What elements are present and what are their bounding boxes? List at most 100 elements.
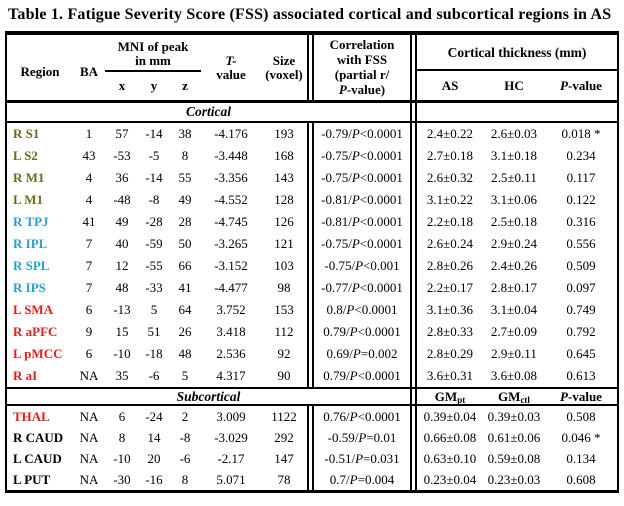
cell-z: 2 [181, 409, 189, 424]
xyz-header-row: x y z [105, 72, 201, 100]
col-header-gm-ctl: GMctl [498, 389, 530, 405]
col-header-z: z [182, 78, 188, 93]
vertical-divider [410, 211, 417, 233]
col-header-as: AS [441, 77, 459, 93]
region-name: THAL [13, 409, 50, 424]
vertical-divider [410, 365, 417, 387]
cell-ba: NA [79, 430, 99, 445]
table-row: L SMA 6 -13 5 64 3.752 153 0.8/P<0.0001 3.1±0.36… [7, 299, 617, 321]
cell-ba: NA [79, 409, 99, 424]
vertical-divider [410, 448, 417, 469]
cell-correlation: 0.76/P<0.0001 [323, 409, 401, 424]
cell-t: -4.176 [214, 126, 248, 141]
cell-as: 3.1±0.36 [426, 302, 474, 317]
table-row: R aPFC 9 15 51 26 3.418 112 0.79/P<0.0001 2.8±0.… [7, 321, 617, 343]
cell-x: 12 [115, 258, 129, 273]
vertical-divider [410, 123, 417, 145]
region-name: L S2 [13, 148, 38, 163]
cell-t: -3.029 [214, 430, 248, 445]
thickness-title: Cortical thickness (mm) [417, 35, 617, 71]
col-header-tvalue: T- value [216, 52, 246, 82]
cell-correlation: -0.77/P<0.0001 [321, 280, 403, 295]
cell-as: 2.6±0.32 [426, 170, 474, 185]
cell-y: -14 [145, 126, 163, 141]
col-header-gm-pvalue: P-value [560, 389, 602, 404]
vertical-divider [307, 255, 314, 277]
cell-y: -18 [145, 346, 163, 361]
cell-size: 153 [274, 302, 294, 317]
cell-t: -4.745 [214, 214, 248, 229]
cell-size: 126 [274, 214, 294, 229]
cell-t: -3.448 [214, 148, 248, 163]
section-header-cortical: Cortical [7, 103, 617, 121]
vertical-divider [307, 427, 314, 448]
cell-size: 90 [277, 368, 291, 383]
cell-correlation: -0.75/P<0.0001 [321, 170, 403, 185]
cell-correlation: -0.79/P<0.0001 [321, 126, 403, 141]
col-header-x: x [118, 78, 126, 93]
table-row: R S1 1 57 -14 38 -4.176 193 -0.79/P<0.0001 2.4±0… [7, 123, 617, 145]
vertical-divider [410, 145, 417, 167]
col-header-thickness: Cortical thickness (mm) AS HC P-value [417, 35, 617, 100]
region-name: L SMA [13, 302, 54, 317]
cell-as: 2.2±0.17 [426, 280, 474, 295]
cell-z: 48 [178, 346, 192, 361]
cell-p: 0.122 [566, 192, 596, 207]
table-row: L M1 4 -48 -8 49 -4.552 128 -0.81/P<0.0001 3.1±0… [7, 189, 617, 211]
cell-as: 0.39±0.04 [423, 409, 477, 424]
cell-hc: 2.8±0.17 [490, 280, 538, 295]
cell-x: 6 [118, 409, 126, 424]
vertical-divider [410, 189, 417, 211]
cell-ba: 4 [85, 192, 93, 207]
cell-x: -53 [113, 148, 131, 163]
vertical-divider [410, 299, 417, 321]
cell-size: 128 [274, 192, 294, 207]
region-name: R IPS [13, 280, 46, 295]
vertical-divider [307, 365, 314, 387]
cell-p: 0.509 [566, 258, 596, 273]
cell-t: -4.552 [214, 192, 248, 207]
cell-x: 15 [115, 324, 129, 339]
cell-z: -8 [179, 430, 191, 445]
cell-p: 0.134 [566, 451, 596, 466]
vertical-divider [307, 167, 314, 189]
region-name: L CAUD [13, 451, 62, 466]
table-row: R aI NA 35 -6 5 4.317 90 0.79/P<0.0001 3.6±0.31 3… [7, 365, 617, 387]
cell-ba: NA [79, 472, 99, 487]
vertical-divider [410, 406, 417, 427]
cell-correlation: 0.79/P<0.0001 [323, 324, 401, 339]
cell-x: -10 [113, 451, 131, 466]
cell-size: 1122 [271, 409, 297, 424]
cell-p: 0.316 [566, 214, 596, 229]
horizontal-rule [7, 121, 617, 123]
cell-ba: 7 [85, 280, 93, 295]
cell-z: 38 [178, 126, 192, 141]
col-header-size: Size (voxel) [265, 52, 303, 82]
cell-y: 14 [147, 430, 161, 445]
cell-correlation: -0.75/P<0.001 [324, 258, 400, 273]
vertical-divider [307, 211, 314, 233]
vertical-divider [410, 277, 417, 299]
mni-underline [105, 70, 201, 72]
region-name: L PUT [13, 472, 51, 487]
cell-z: 50 [178, 236, 192, 251]
cell-hc: 3.1±0.04 [490, 302, 538, 317]
vertical-divider [307, 145, 314, 167]
cell-hc: 2.6±0.03 [490, 126, 538, 141]
region-name: R IPL [13, 236, 48, 251]
cell-ba: 7 [85, 236, 93, 251]
cell-t: -4.477 [214, 280, 248, 295]
vertical-divider [307, 35, 314, 100]
cell-y: 51 [147, 324, 161, 339]
cell-p: 0.508 [566, 409, 596, 424]
cell-p: 0.234 [566, 148, 596, 163]
cell-hc: 0.39±0.03 [487, 409, 541, 424]
cell-as: 0.23±0.04 [423, 472, 477, 487]
cell-y: -33 [145, 280, 163, 295]
cell-size: 143 [274, 170, 294, 185]
cell-x: 35 [115, 368, 129, 383]
col-header-hc: HC [504, 77, 524, 93]
cell-size: 92 [277, 346, 291, 361]
cell-p: 0.613 [566, 368, 596, 383]
